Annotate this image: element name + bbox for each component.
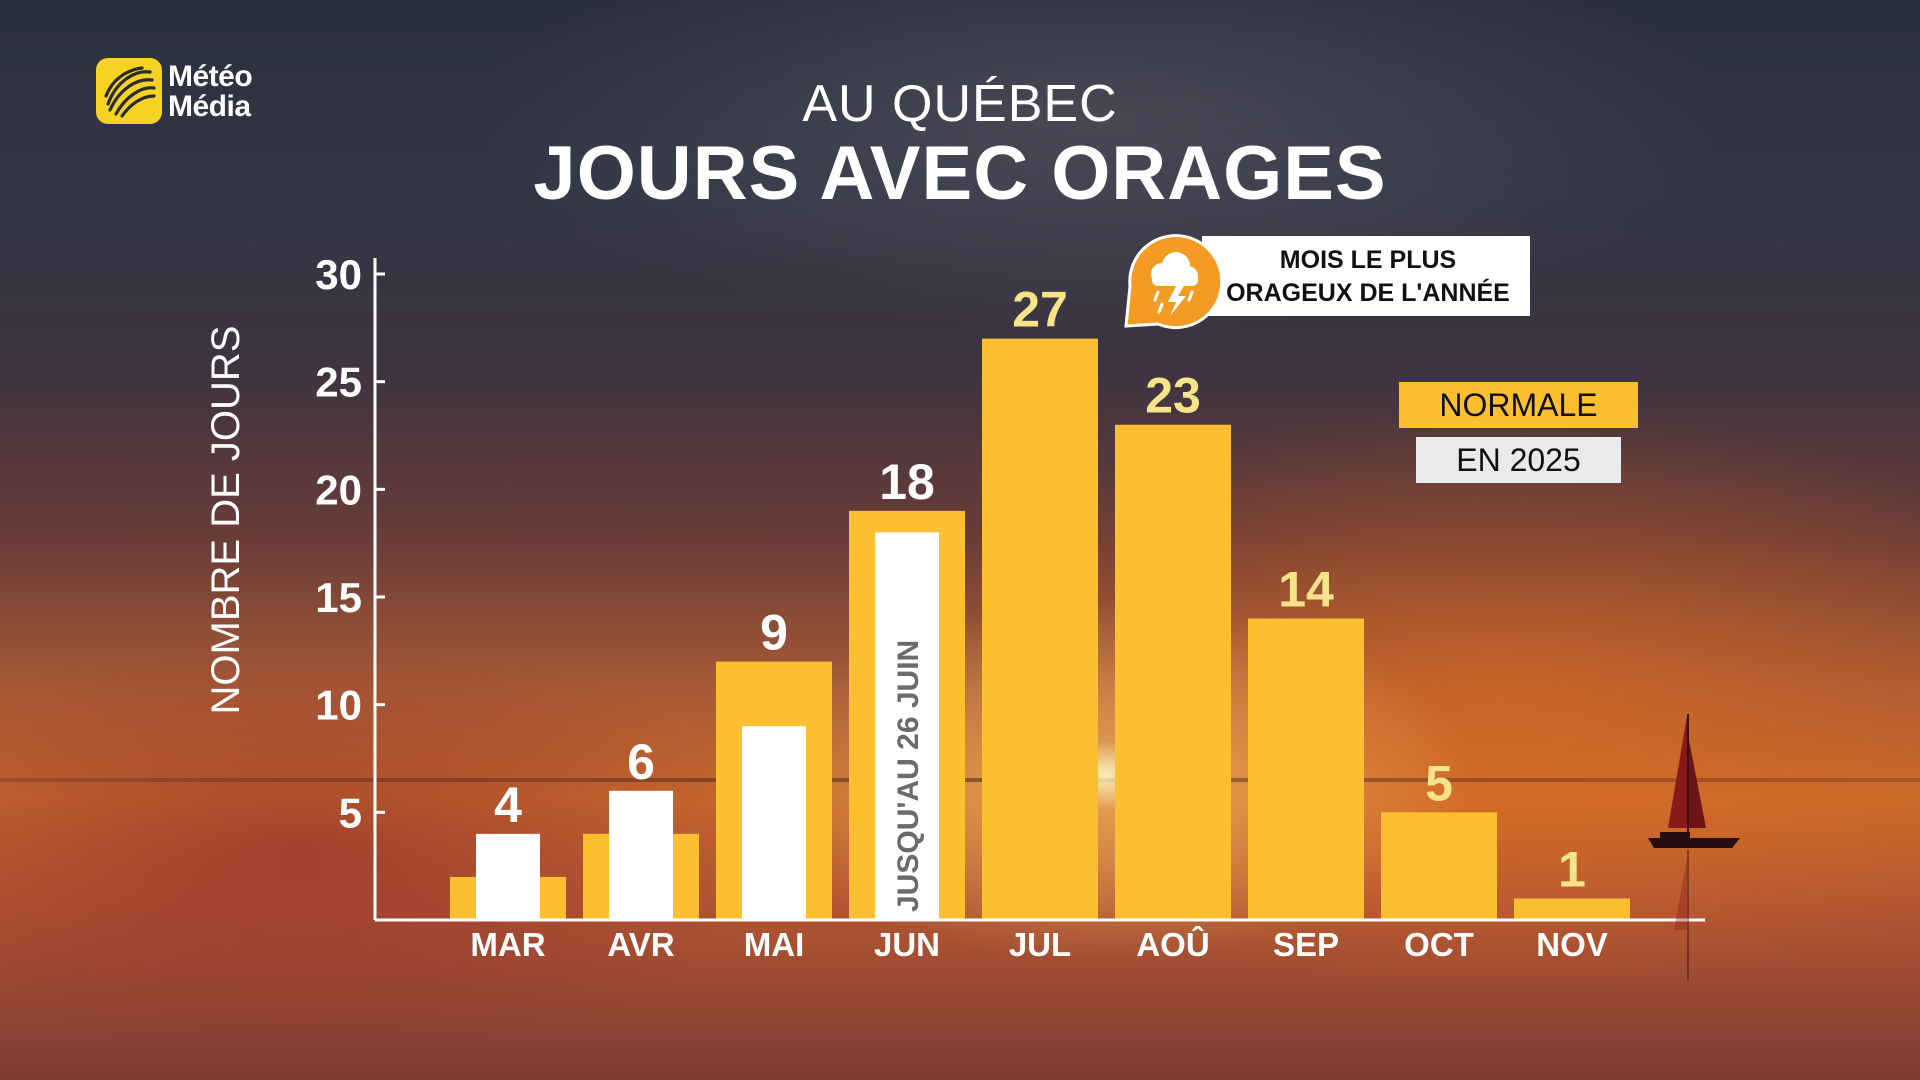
chart-subtitle: AU QUÉBEC: [802, 75, 1118, 133]
x-tick-label-OCT: OCT: [1404, 926, 1474, 963]
x-tick-label-MAI: MAI: [744, 926, 805, 963]
chart-title: JOURS AVEC ORAGES: [533, 131, 1387, 216]
bar-normal-JUL: [982, 338, 1098, 921]
y-tick-label-25: 25: [315, 359, 362, 406]
data-label-MAR: 4: [494, 777, 522, 833]
callout-text-line1: MOIS LE PLUS: [1279, 246, 1457, 274]
bar-normal-SEP: [1248, 618, 1364, 920]
bar-normal-OCT: [1381, 812, 1497, 920]
storm-cloud-icon: [1124, 234, 1224, 330]
bar-2025-AVR: [609, 790, 673, 920]
legend-normal: NORMALE: [1399, 382, 1638, 428]
chart-labels: MAR AVR MAI JUN JUL AOÛ SEP OCT NOV 4 6 9 18 27 23 14 5 1…: [470, 282, 1607, 963]
callout-text-line2: ORAGEUX DE L'ANNÉE: [1226, 279, 1510, 307]
callout-box: [1202, 236, 1530, 316]
bar-2025-JUN: [875, 532, 939, 920]
data-label-NOV: 1: [1558, 841, 1586, 897]
data-label-AOÛ: 23: [1145, 368, 1201, 424]
stormiest-month-callout: MOIS LE PLUS ORAGEUX DE L'ANNÉE: [1118, 226, 1538, 336]
data-label-MAI: 9: [760, 605, 788, 661]
x-tick-label-MAR: MAR: [470, 926, 545, 963]
brand-name-line2: Média: [168, 90, 251, 123]
x-tick-label-AVR: AVR: [607, 926, 674, 963]
x-tick-label-JUL: JUL: [1009, 926, 1071, 963]
legend-2025: EN 2025: [1416, 437, 1621, 483]
callout-text: MOIS LE PLUS ORAGEUX DE L'ANNÉE: [1218, 244, 1518, 310]
bar-2025-MAI: [742, 726, 806, 920]
y-tick-label-10: 10: [315, 682, 362, 729]
brand-logo: Météo Média: [96, 56, 296, 128]
annotation-jun: JUSQU'AU 26 JUIN: [892, 640, 925, 912]
bar-normal-NOV: [1514, 898, 1630, 920]
x-tick-label-AOÛ: AOÛ: [1136, 925, 1209, 963]
bar-normal-AOÛ: [1115, 424, 1231, 920]
data-label-JUL: 27: [1012, 282, 1068, 338]
x-tick-label-SEP: SEP: [1273, 926, 1339, 963]
x-tick-label-NOV: NOV: [1536, 926, 1608, 963]
y-tick-label-20: 20: [315, 466, 362, 513]
y-axis-label: NOMBRE DE JOURS: [204, 325, 248, 715]
bar-2025-MAR: [476, 833, 540, 920]
data-label-OCT: 5: [1425, 755, 1453, 811]
sailboat-silhouette: [1648, 714, 1740, 980]
brand-name-line1: Météo: [168, 60, 253, 93]
globe-icon: [96, 58, 162, 124]
y-tick-label-15: 15: [315, 574, 362, 621]
data-label-JUN: 18: [879, 454, 935, 510]
data-label-SEP: 14: [1278, 562, 1334, 618]
data-label-AVR: 6: [627, 734, 655, 790]
series-2025: [476, 532, 939, 920]
y-tick-label-5: 5: [339, 789, 362, 836]
x-tick-label-JUN: JUN: [874, 926, 940, 963]
y-tick-label-30: 30: [315, 251, 362, 298]
